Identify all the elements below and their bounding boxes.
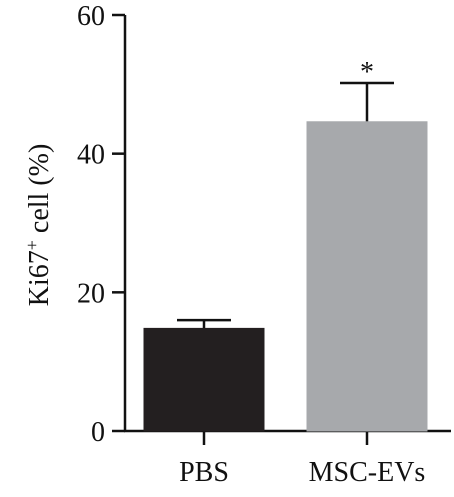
y-axis-title-rest: cell (%)	[24, 144, 55, 240]
bar-msc-evs	[306, 121, 428, 432]
y-tick-label: 20	[77, 278, 105, 309]
y-axis-title-superscript: +	[22, 240, 42, 250]
x-tick-label: MSC-EVs	[309, 457, 426, 488]
bar-pbs	[143, 327, 265, 432]
y-tick-label: 60	[77, 1, 105, 32]
y-axis: 0 20 40 60 Ki67+ cell (%)	[22, 1, 127, 448]
y-tick-label: 0	[91, 417, 105, 448]
significance-marker: *	[360, 57, 374, 88]
x-axis: PBS MSC-EVs	[124, 429, 451, 488]
y-ticks: 0 20 40 60	[77, 1, 125, 448]
y-axis-title-main: Ki67	[24, 250, 55, 306]
bars: *	[143, 57, 428, 432]
x-tick-label: PBS	[179, 457, 229, 488]
y-tick-label: 40	[77, 140, 105, 171]
x-ticks: PBS MSC-EVs	[179, 431, 425, 488]
y-axis-title: Ki67+ cell (%)	[22, 144, 55, 307]
